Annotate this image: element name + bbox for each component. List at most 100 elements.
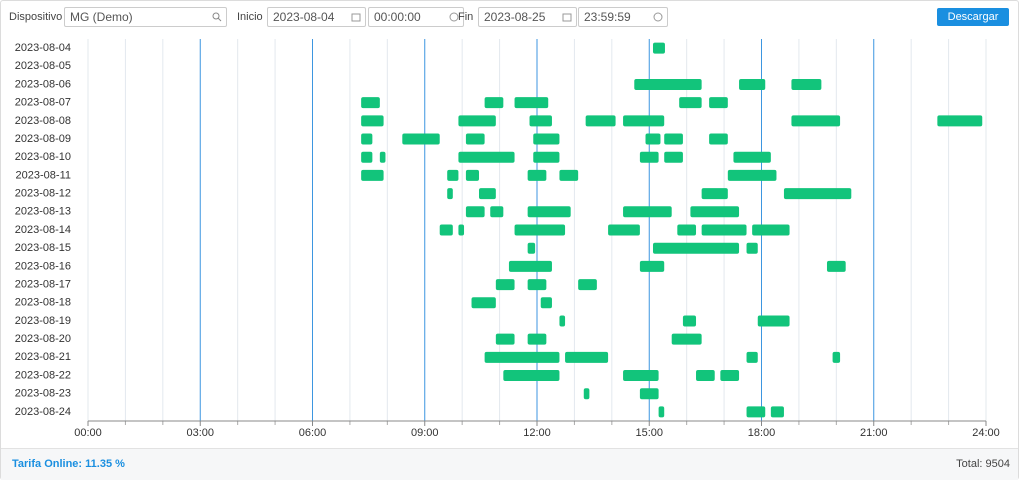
bar [832, 351, 841, 363]
y-tick-label: 2023-08-07 [15, 97, 71, 109]
device-label: Dispositivo [9, 11, 63, 23]
bar [361, 169, 384, 181]
x-tick-label: 18:00 [748, 427, 776, 439]
x-tick-label: 15:00 [635, 427, 663, 439]
total: Total: 9504 [956, 458, 1010, 470]
y-tick-label: 2023-08-19 [15, 315, 71, 327]
bar [503, 370, 560, 382]
y-tick-label: 2023-08-05 [15, 60, 71, 72]
bar [639, 151, 659, 163]
y-tick-label: 2023-08-13 [15, 206, 71, 218]
bar [709, 97, 728, 109]
bar [733, 151, 771, 163]
y-tick-label: 2023-08-20 [15, 333, 71, 345]
bar [447, 188, 453, 200]
device-select[interactable]: MG (Demo) [64, 7, 227, 27]
bar [471, 297, 496, 309]
bar [623, 115, 665, 127]
bar [484, 351, 560, 363]
end-date-value: 2023-08-25 [484, 10, 546, 24]
bar [527, 333, 547, 345]
end-time[interactable]: 23:59:59 [578, 7, 668, 27]
bar [746, 406, 766, 418]
bar [639, 388, 659, 400]
y-tick-label: 2023-08-12 [15, 188, 71, 200]
y-tick-label: 2023-08-15 [15, 242, 71, 254]
bar [379, 151, 386, 163]
x-tick-label: 21:00 [860, 427, 888, 439]
search-icon [212, 12, 222, 22]
x-tick-label: 03:00 [186, 427, 214, 439]
clock-icon [653, 12, 663, 22]
bar [527, 169, 547, 181]
y-tick-label: 2023-08-16 [15, 260, 71, 272]
y-tick-label: 2023-08-04 [15, 42, 71, 54]
bar [458, 224, 465, 236]
bar [508, 260, 552, 272]
bar [608, 224, 640, 236]
start-time-value: 00:00:00 [374, 10, 421, 24]
bar [652, 42, 665, 54]
bar [746, 351, 758, 363]
bar [514, 224, 566, 236]
x-tick-label: 24:00 [972, 427, 1000, 439]
end-label: Fin [458, 11, 474, 23]
bar [458, 115, 496, 127]
bar [565, 351, 609, 363]
bar [495, 279, 515, 291]
footer: Tarifa Online: 11.35 % Total: 9504 [1, 448, 1018, 480]
bar [701, 224, 747, 236]
start-time[interactable]: 00:00:00 [368, 7, 464, 27]
device-value: MG (Demo) [70, 10, 133, 24]
bar [623, 206, 672, 218]
bar [701, 188, 728, 200]
calendar-icon [562, 13, 572, 22]
y-tick-label: 2023-08-17 [15, 278, 71, 290]
x-tick-label: 12:00 [523, 427, 551, 439]
bar [484, 97, 504, 109]
x-tick-label: 00:00 [74, 427, 102, 439]
bar [770, 406, 784, 418]
bar [639, 260, 665, 272]
start-date[interactable]: 2023-08-04 [267, 7, 366, 27]
bar [645, 133, 661, 145]
bar [465, 169, 480, 181]
bar [559, 169, 579, 181]
bar [682, 315, 697, 327]
bar [752, 224, 790, 236]
y-tick-label: 2023-08-22 [15, 369, 71, 381]
y-tick-label: 2023-08-23 [15, 388, 71, 400]
bar [623, 370, 659, 382]
bar [527, 279, 547, 291]
bar [634, 78, 702, 90]
y-tick-label: 2023-08-11 [16, 169, 71, 181]
rate: Tarifa Online: 11.35 % [12, 458, 125, 470]
y-tick-label: 2023-08-06 [15, 78, 71, 90]
bar [664, 151, 683, 163]
y-tick-label: 2023-08-18 [15, 297, 71, 309]
clock-icon [449, 12, 459, 22]
bar [533, 151, 560, 163]
bar [791, 78, 822, 90]
bar [937, 115, 983, 127]
bar [361, 151, 373, 163]
bar [527, 242, 536, 254]
bar [720, 370, 740, 382]
bar [696, 370, 715, 382]
end-date[interactable]: 2023-08-25 [478, 7, 577, 27]
bar [458, 151, 515, 163]
bar [783, 188, 852, 200]
y-tick-label: 2023-08-10 [15, 151, 71, 163]
bar [709, 133, 728, 145]
bar [361, 133, 373, 145]
bar [677, 224, 697, 236]
download-button[interactable]: Descargar [937, 8, 1009, 26]
bar [791, 115, 841, 127]
bar [540, 297, 552, 309]
bar [465, 133, 485, 145]
bar [757, 315, 790, 327]
bar [559, 315, 566, 327]
end-time-value: 23:59:59 [584, 10, 631, 24]
bar [529, 115, 552, 127]
